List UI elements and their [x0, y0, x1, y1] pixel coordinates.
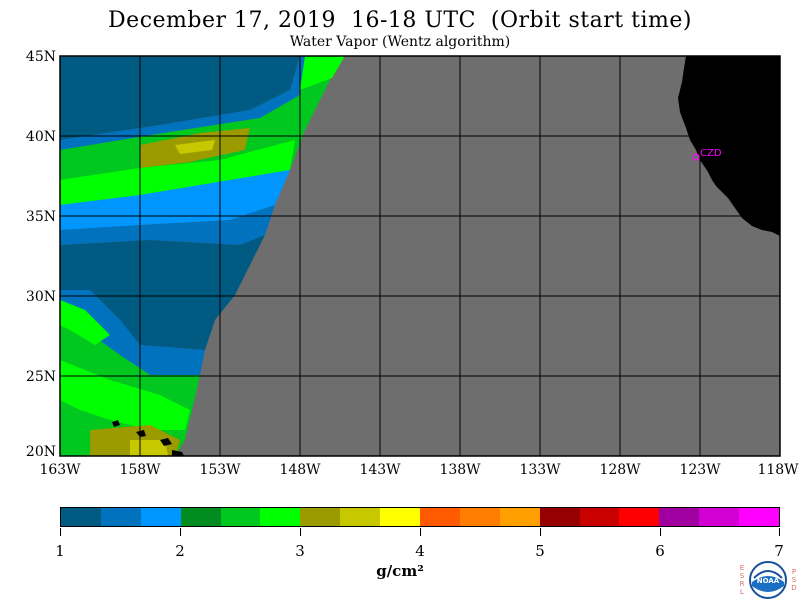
hawaiian-islands [112, 420, 184, 456]
map-frame [59, 55, 781, 457]
colorbar-segment [699, 508, 740, 526]
map-title: December 17, 2019 16-18 UTC (Orbit start… [108, 8, 692, 33]
colorbar-tick [180, 528, 181, 536]
colorbar-segment [420, 508, 460, 526]
island-maui [160, 438, 172, 446]
vapor-band-bright-green [60, 140, 295, 205]
lon-label: 153W [199, 462, 241, 478]
island-kauai [112, 420, 120, 427]
vapor-band-bright-green-south [60, 360, 190, 430]
colorbar-units: g/cm² [376, 562, 424, 580]
lon-label: 123W [679, 462, 721, 478]
colorbar-segment [180, 508, 221, 526]
colorbar-tick [779, 528, 780, 536]
colorbar-tick [60, 528, 61, 536]
colorbar-segment [619, 508, 660, 526]
vapor-band-medium-blue-north [60, 56, 310, 150]
vapor-band-dark-blue-north [60, 56, 300, 140]
colorbar-segment [140, 508, 181, 526]
water-vapor-swath [60, 56, 345, 456]
vapor-band-medium-blue-mid [60, 205, 275, 245]
latitude-labels: 45N 40N 35N 30N 25N 20N [26, 49, 56, 460]
colorbar-legend [60, 507, 780, 527]
colorbar-segment [739, 508, 780, 526]
station-marker-czd: CZD [692, 148, 722, 161]
colorbar-segment [579, 508, 620, 526]
lat-label: 45N [26, 49, 56, 65]
noaa-emblem-icon: NOAA [749, 561, 787, 599]
colorbar-segment [220, 508, 261, 526]
north-america-landmass [678, 56, 780, 236]
lon-label: 148W [279, 462, 321, 478]
colorbar-segment [380, 508, 421, 526]
vapor-patch-bright-green-north [300, 56, 345, 90]
station-label: CZD [700, 148, 722, 159]
lat-label: 35N [26, 209, 56, 225]
colorbar-label: 3 [295, 542, 305, 560]
colorbar-label: 5 [535, 542, 545, 560]
water-vapor-map: CZD 45N 40N 35N 30N 25N 20N 163W 158W 15… [26, 49, 799, 478]
longitude-labels: 163W 158W 153W 148W 143W 138W 133W 128W … [39, 462, 799, 478]
lon-label: 143W [359, 462, 401, 478]
lon-label: 128W [599, 462, 641, 478]
colorbar-segment [100, 508, 141, 526]
colorbar-label: 7 [774, 542, 784, 560]
colorbar-label: 1 [55, 542, 65, 560]
map-subtitle: Water Vapor (Wentz algorithm) [289, 34, 511, 50]
colorbar-segment [539, 508, 580, 526]
colorbar-label: 2 [175, 542, 185, 560]
lat-lon-grid [60, 56, 780, 456]
station-icon [692, 153, 700, 161]
colorbar-segment [659, 508, 700, 526]
colorbar-tick [300, 528, 301, 536]
lat-label: 30N [26, 289, 56, 305]
colorbar-segment [340, 508, 381, 526]
lat-label: 25N [26, 369, 56, 385]
colorbar-label: 6 [655, 542, 665, 560]
island-oahu [136, 430, 146, 437]
colorbar-label: 4 [415, 542, 425, 560]
map-plot-area: CZD [59, 55, 781, 457]
lon-label: 138W [439, 462, 481, 478]
lat-label: 40N [26, 129, 56, 145]
vapor-band-medium-blue-south [60, 290, 205, 375]
vapor-band-dark-blue-mid [60, 235, 265, 350]
lat-label: 20N [26, 444, 56, 460]
colorbar-segment [459, 508, 500, 526]
colorbar-tick [540, 528, 541, 536]
colorbar-segment [61, 508, 101, 526]
lon-label: 133W [519, 462, 561, 478]
vapor-band-light-blue [60, 170, 290, 230]
colorbar-segment [499, 508, 540, 526]
colorbar-tick [660, 528, 661, 536]
colorbar-tick [420, 528, 421, 536]
vapor-patch-bright-green-west [60, 300, 110, 345]
colorbar-segment [260, 508, 301, 526]
lon-label: 158W [119, 462, 161, 478]
lon-label: 118W [757, 462, 799, 478]
svg-text:NOAA: NOAA [757, 577, 780, 585]
island-hawaii [172, 450, 184, 456]
vapor-patch-yellow-olive [175, 140, 215, 154]
colorbar-segment [300, 508, 341, 526]
lon-label: 163W [39, 462, 81, 478]
